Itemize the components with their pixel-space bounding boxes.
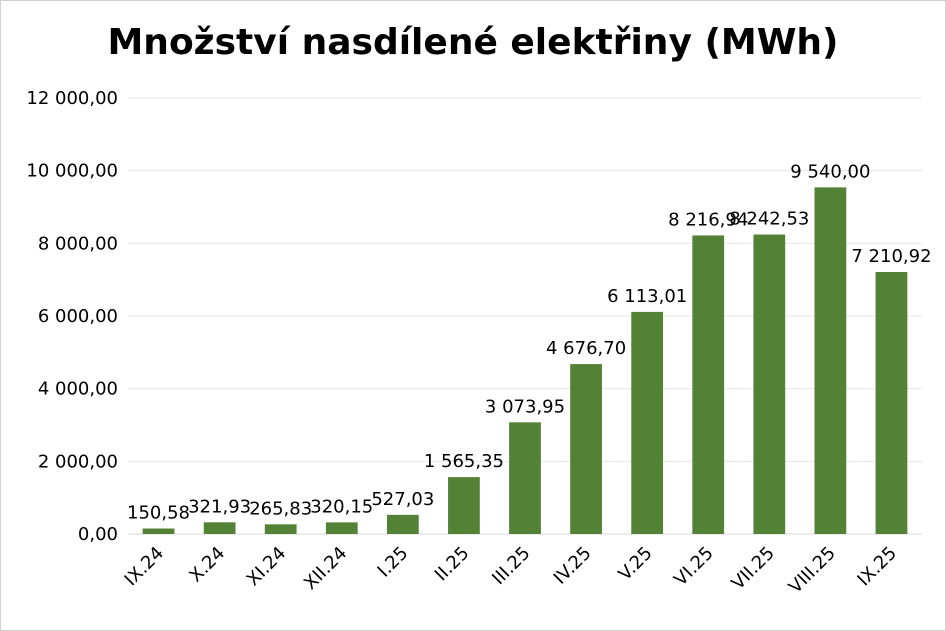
x-tick-label: IX.25: [853, 543, 901, 591]
y-tick-label: 10 000,00: [26, 161, 118, 182]
data-label: 8 216,94: [668, 209, 748, 230]
bar: [386, 514, 419, 534]
bar: [692, 235, 725, 535]
bar: [325, 522, 358, 534]
data-label: 321,93: [188, 496, 251, 517]
data-label: 4 676,70: [546, 338, 626, 359]
chart-title: Množství nasdílené elektřiny (MWh): [107, 22, 839, 63]
data-label: 7 210,92: [851, 246, 931, 267]
bar: [142, 528, 175, 534]
bar: [448, 477, 480, 534]
bar: [264, 524, 297, 534]
bar: [631, 311, 664, 534]
bar: [570, 364, 602, 534]
x-tick-label: XI.24: [243, 543, 291, 591]
bar: [753, 234, 786, 534]
data-label: 1 565,35: [424, 451, 504, 472]
y-tick-label: 2 000,00: [38, 451, 118, 472]
data-label: 3 073,95: [485, 396, 565, 417]
y-tick-label: 0,00: [78, 524, 118, 545]
y-tick-label: 4 000,00: [38, 379, 118, 400]
x-tick-label: VII.25: [728, 543, 779, 594]
data-label: 6 113,01: [607, 286, 687, 307]
data-label: 8 242,53: [729, 209, 809, 230]
bar: [509, 422, 541, 534]
x-tick-label: III.25: [488, 543, 534, 589]
y-tick-label: 6 000,00: [38, 306, 118, 327]
x-tick-label: IV.25: [550, 543, 596, 589]
x-tick-label: II.25: [431, 543, 474, 586]
y-tick-label: 8 000,00: [38, 233, 118, 254]
data-label: 265,83: [249, 498, 312, 519]
bar: [875, 272, 908, 534]
data-label: 527,03: [371, 489, 434, 510]
x-tick-label: IX.24: [121, 543, 169, 591]
bar: [203, 522, 236, 534]
x-tick-label: VI.25: [670, 543, 718, 591]
bar: [814, 187, 847, 534]
x-tick-label: I.25: [374, 543, 413, 582]
x-tick-label: XII.24: [300, 543, 351, 594]
x-tick-label: X.24: [185, 543, 229, 587]
data-label: 150,58: [127, 503, 190, 524]
data-label: 9 540,00: [790, 161, 870, 182]
x-tick-label: VIII.25: [785, 543, 840, 598]
y-tick-label: 12 000,00: [26, 88, 118, 109]
data-label: 320,15: [310, 496, 373, 517]
x-tick-label: V.25: [615, 543, 657, 585]
